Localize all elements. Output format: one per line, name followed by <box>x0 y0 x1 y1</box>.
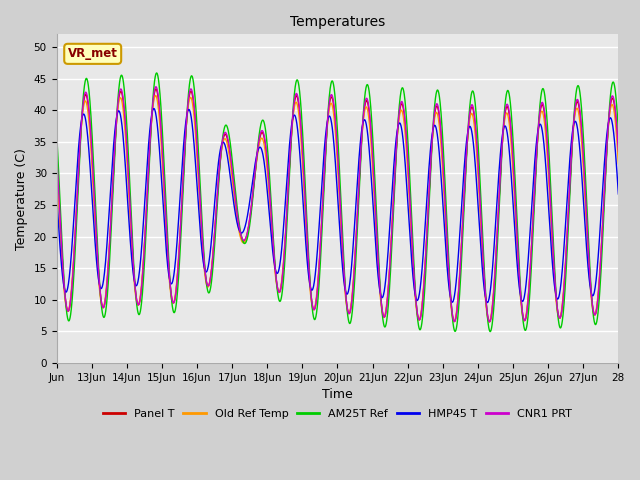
Title: Temperatures: Temperatures <box>290 15 385 29</box>
Y-axis label: Temperature (C): Temperature (C) <box>15 148 28 250</box>
X-axis label: Time: Time <box>322 388 353 401</box>
Legend: Panel T, Old Ref Temp, AM25T Ref, HMP45 T, CNR1 PRT: Panel T, Old Ref Temp, AM25T Ref, HMP45 … <box>99 404 577 423</box>
Text: VR_met: VR_met <box>68 48 118 60</box>
